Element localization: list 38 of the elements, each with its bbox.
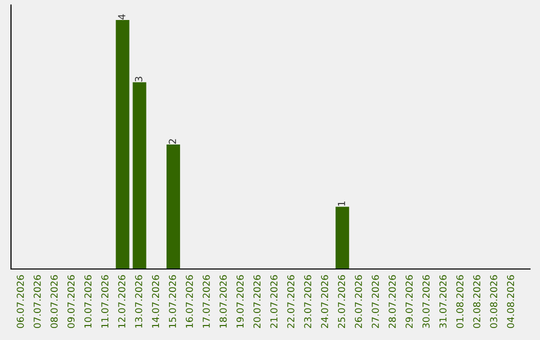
x-tick-label: 07.07.2026: [34, 275, 41, 328]
x-tick-label: 19.07.2026: [236, 275, 244, 328]
x-tick-label: 24.07.2026: [321, 275, 328, 328]
x-tick-label: 12.07.2026: [118, 275, 126, 328]
x-tick-label: 23.07.2026: [304, 275, 312, 328]
x-tick-label: 16.07.2026: [186, 275, 193, 328]
bar: [132, 82, 146, 269]
x-tick-label: 20.07.2026: [253, 275, 261, 328]
x-tick-label: 22.07.2026: [287, 275, 294, 328]
x-tick-label: 10.07.2026: [84, 275, 92, 328]
x-tick-label: 18.07.2026: [220, 275, 227, 328]
data-label: 4: [118, 14, 126, 20]
x-tick-label: 02.08.2026: [473, 275, 480, 328]
x-tick-label: 17.07.2026: [202, 275, 210, 328]
x-tick-label: 21.07.2026: [270, 275, 278, 328]
x-tick-label: 28.07.2026: [388, 275, 396, 328]
x-tick-label: 25.07.2026: [338, 275, 346, 328]
data-label: 1: [338, 201, 346, 206]
x-tick-label: 13.07.2026: [135, 275, 142, 328]
x-tick-label: 09.07.2026: [67, 275, 75, 328]
data-label: 3: [134, 76, 142, 82]
data-label: 2: [168, 139, 176, 144]
x-tick-label: 06.07.2026: [16, 275, 24, 328]
x-tick-label: 04.08.2026: [507, 275, 514, 328]
bar: [336, 206, 350, 269]
x-tick-label: 31.07.2026: [439, 275, 447, 328]
x-tick-label: 29.07.2026: [406, 275, 413, 328]
x-tick-label: 11.07.2026: [101, 275, 108, 328]
x-tick-label: 03.08.2026: [490, 275, 498, 328]
x-tick-label: 01.08.2026: [456, 275, 464, 328]
x-tick-label: 14.07.2026: [152, 275, 160, 328]
bar: [166, 144, 180, 269]
x-tick-label: 15.07.2026: [168, 275, 176, 328]
x-tick-label: 30.07.2026: [422, 275, 430, 328]
bar: [116, 20, 130, 269]
x-tick-label: 26.07.2026: [354, 275, 362, 328]
x-tick-label: 27.07.2026: [372, 275, 379, 328]
x-tick-label: 08.07.2026: [50, 275, 58, 328]
